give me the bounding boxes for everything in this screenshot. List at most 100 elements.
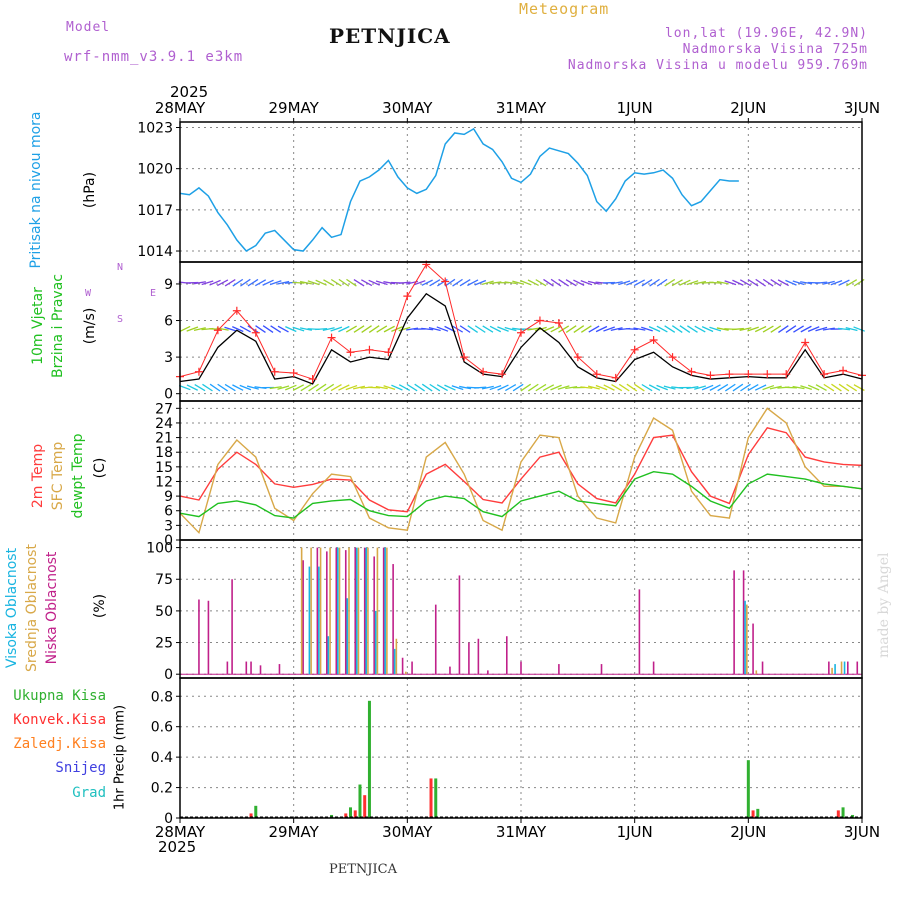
wind-arrow-0: [178, 384, 191, 391]
wind-arrow-262: [800, 281, 813, 285]
wind-arrow-199: [323, 279, 335, 287]
wind-arrow-113: [353, 325, 365, 333]
legend-hail: Grad: [72, 785, 106, 801]
wind-arrow-76: [754, 384, 767, 391]
ytick-temperature-21: 21: [155, 431, 173, 447]
xtick-bottom-28MAY: 28MAY: [155, 823, 206, 841]
panel-frame-temperature: [179, 400, 863, 541]
wind-arrow-101: [262, 325, 274, 333]
wind-arrow-41: [489, 385, 502, 391]
wind-arrow-219: [474, 279, 487, 286]
wind-gust-point-35: [839, 366, 848, 375]
wind-arrow-32: [421, 383, 433, 392]
wind-arrow-12: [269, 386, 282, 390]
wind-arrow-170: [785, 325, 797, 333]
wind-arrow-184: [209, 279, 221, 286]
wind-arrow-220: [481, 280, 494, 285]
precip-bar-1-6: [836, 810, 840, 818]
wind-arrow-147: [610, 327, 623, 332]
wind-gust-point-1: [194, 367, 203, 376]
wind-arrow-243: [656, 278, 668, 287]
wind-arrow-203: [353, 278, 365, 287]
wind-arrow-177: [837, 327, 851, 331]
legend-frz: Zaledj.Kisa: [13, 736, 106, 752]
wind-arrow-31: [414, 383, 425, 392]
wind-arrow-196: [299, 280, 312, 285]
wind-arrow-167: [762, 325, 774, 333]
precip-bar-1-5: [751, 810, 755, 818]
year-bottom: 2025: [158, 838, 197, 856]
precip-bar-1-2: [353, 810, 357, 818]
precip-bar-0-2: [349, 807, 352, 818]
wind-arrow-138: [542, 326, 555, 332]
wind-arrow-22: [345, 384, 358, 391]
wind-arrow-82: [800, 385, 813, 391]
wind-arrow-117: [383, 325, 395, 333]
wind-arrow-96: [224, 326, 237, 332]
wind-arrow-240: [633, 279, 645, 287]
precip-bar-1-0: [249, 813, 253, 818]
wind-arrow-91: [186, 326, 199, 332]
wind-arrow-7: [232, 384, 244, 391]
wind-arrow-149: [625, 328, 638, 330]
wind-arrow-195: [292, 281, 305, 284]
wind-arrow-105: [292, 326, 305, 332]
precip-bar-0-9: [851, 814, 855, 818]
ytick-temperature-24: 24: [155, 416, 173, 432]
wind-arrow-212: [421, 279, 433, 286]
wind-arrow-185: [217, 279, 229, 287]
wind-gust-point-10: [365, 345, 374, 354]
ytick-precip-0.4: 0.4: [151, 750, 173, 766]
ytick-precip-0.8: 0.8: [151, 689, 173, 705]
wind-arrow-215: [444, 278, 456, 287]
precip-bar-0-1: [330, 814, 334, 818]
wind-arrow-246: [679, 279, 691, 286]
wind-gust-point-29: [725, 370, 734, 379]
wind-arrow-51: [565, 386, 578, 390]
wind-gust-point-23: [611, 373, 620, 382]
lonlat-info: lon,lat (19.96E, 42.9N): [664, 26, 868, 41]
wind-arrow-81: [792, 385, 805, 390]
wind-arrow-3: [202, 383, 213, 392]
wind-arrow-248: [694, 280, 707, 285]
precip-bar-1-4: [429, 778, 433, 818]
wind-arrow-14: [285, 384, 297, 391]
xtick-top-2JUN: 2JUN: [730, 99, 766, 117]
wind-unit: (m/s): [82, 307, 98, 345]
wind-arrow-27: [383, 385, 396, 391]
wind-arrow-226: [527, 279, 539, 287]
xtick-bottom-2JUN: 2JUN: [730, 823, 766, 841]
xtick-top-1JUN: 1JUN: [617, 99, 653, 117]
wind-gust-point-24: [630, 345, 639, 354]
wind-arrow-42: [497, 384, 509, 391]
cloud-high-ylabel: Visoka Oblacnost: [4, 547, 20, 669]
wind-arrow-23: [353, 385, 366, 390]
wind-gust-point-4: [251, 328, 260, 337]
ytick-temperature-15: 15: [155, 460, 173, 476]
wind-arrow-267: [838, 279, 850, 286]
wind-gust-point-22: [592, 370, 601, 379]
wind-gust-point-6: [289, 368, 298, 377]
wind-arrow-104: [285, 326, 297, 333]
wind-gust-point-14: [441, 277, 450, 286]
wind-arrow-16: [300, 383, 312, 392]
legend-conv: Konvek.Kisa: [13, 712, 106, 728]
wind-arrow-80: [784, 386, 797, 389]
wind-arrow-225: [519, 279, 532, 286]
xtick-top-29MAY: 29MAY: [269, 99, 320, 117]
wind-arrow-155: [671, 325, 683, 333]
wind-arrow-63: [656, 384, 668, 391]
wind-arrow-173: [807, 326, 820, 332]
wind-arrow-120: [406, 327, 419, 331]
wind-arrow-239: [626, 279, 638, 286]
wind-arrow-178: [845, 326, 858, 332]
wind-arrow-71: [717, 383, 729, 392]
temp-line-2: [179, 471, 863, 519]
wind-arrow-62: [648, 384, 661, 391]
wind-arrow-56: [603, 384, 615, 391]
year-top: 2025: [170, 83, 209, 101]
xtick-top-31MAY: 31MAY: [496, 99, 547, 117]
wind-arrow-152: [648, 326, 661, 333]
wind-gust-point-12: [403, 292, 412, 301]
xtick-bottom-3JUN: 3JUN: [844, 823, 880, 841]
